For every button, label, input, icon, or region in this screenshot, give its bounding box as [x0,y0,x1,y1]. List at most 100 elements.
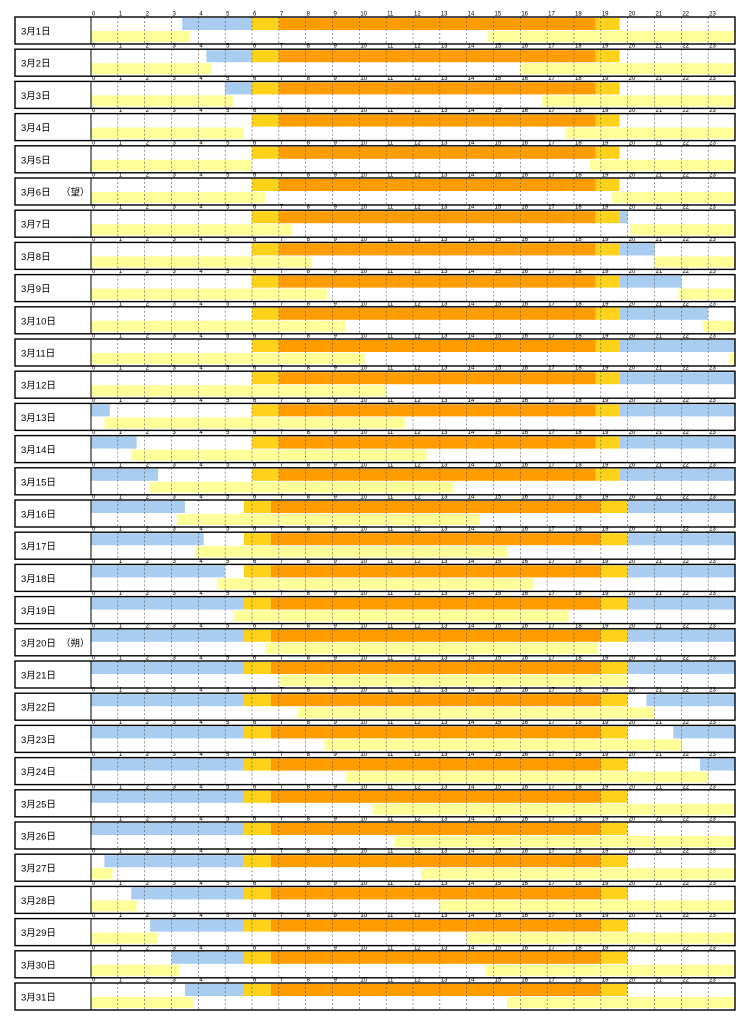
hour-tick-label: 16 [521,76,528,82]
twilight-bar [600,855,628,868]
hour-tick-label: 0 [92,591,96,597]
hour-tick-label: 17 [548,237,555,243]
date-label: 3月15日 [21,477,56,488]
hour-tick-label: 5 [226,495,230,501]
hour-tick-label: 6 [253,881,257,887]
hour-tick-label: 7 [280,462,284,468]
night-bar [619,436,735,449]
hour-tick-label: 3 [173,913,177,919]
hour-tick-label: 5 [226,591,230,597]
hour-tick-label: 4 [199,205,203,211]
hour-tick-label: 19 [602,591,609,597]
hour-tick-label: 15 [495,559,502,565]
hour-tick-label: 7 [280,398,284,404]
hour-tick-label: 2 [146,269,150,275]
night-bar [627,629,735,642]
hour-tick-label: 22 [682,913,689,919]
hour-tick-label: 3 [173,752,177,758]
hour-tick-label: 17 [548,366,555,372]
daylight-bar [278,243,596,256]
hour-tick-label: 23 [709,430,716,436]
twilight-bar [595,372,620,385]
hour-tick-label: 8 [307,398,311,404]
hour-tick-label: 19 [602,559,609,565]
hour-tick-label: 7 [280,720,284,726]
hour-tick-label: 7 [280,913,284,919]
hour-tick-label: 22 [682,495,689,501]
hour-tick-label: 15 [495,978,502,984]
hour-tick-label: 8 [307,591,311,597]
hour-tick-label: 22 [682,559,689,565]
hour-tick-label: 18 [575,623,582,629]
hour-tick-label: 10 [360,140,367,146]
hour-tick-label: 0 [92,849,96,855]
hour-tick-label: 12 [414,591,421,597]
twilight-bar [243,758,271,771]
day-frame [14,950,736,979]
twilight-bar [595,179,620,191]
hour-tick-label: 14 [468,527,475,533]
hour-tick-label: 6 [253,301,257,307]
hour-tick-label: 9 [334,688,338,694]
hour-tick-label: 4 [199,559,203,565]
day-row: 0 1 2 3 4 5 6 7 8 9 10 11 12 13 14 15 16 17 18 19 20 21 22 233月… [14,44,736,77]
hour-tick-label: 4 [199,881,203,887]
night-bar [91,533,204,546]
twilight-bar [600,951,628,964]
hour-tick-label: 12 [414,752,421,758]
hour-tick-label: 2 [146,237,150,243]
day-frame [14,660,736,689]
twilight-bar [252,372,279,385]
hour-tick-label: 7 [280,656,284,662]
night-bar [619,340,735,352]
hour-tick-label: 14 [468,495,475,501]
night-bar [619,211,628,224]
hour-tick-label: 13 [441,269,448,275]
hour-tick-label: 10 [360,12,367,18]
hour-tick-label: 8 [307,752,311,758]
twilight-bar [595,50,620,63]
hour-tick-label: 17 [548,140,555,146]
daylight-bar [270,501,601,513]
hour-tick-label: 9 [334,978,338,984]
hour-tick-label: 13 [441,301,448,307]
hour-tick-label: 6 [253,688,257,694]
hour-tick-label: 10 [360,269,367,275]
hour-tick-label: 18 [575,108,582,114]
hour-tick-label: 21 [656,140,663,146]
hour-tick-label: 1 [119,173,123,179]
hour-tick-label: 10 [360,849,367,855]
date-label: 3月20日 [21,638,56,649]
hour-tick-label: 1 [119,44,123,50]
hour-tick-label: 11 [387,12,394,18]
hour-tick-label: 16 [521,44,528,50]
daylight-bar [270,951,601,964]
hour-tick-label: 13 [441,366,448,372]
hour-tick-label: 18 [575,495,582,501]
daylight-bar [278,404,596,417]
hour-tick-label: 1 [119,237,123,243]
hour-tick-label: 15 [495,269,502,275]
hour-tick-label: 21 [656,881,663,887]
day-frame [14,756,736,786]
night-bar [619,468,735,481]
hour-tick-label: 10 [360,591,367,597]
hour-tick-label: 5 [226,12,230,18]
hour-tick-label: 9 [334,623,338,629]
hour-tick-label: 20 [629,173,636,179]
hour-tick-label: 14 [468,656,475,662]
hour-tick-label: 4 [199,301,203,307]
hour-tick-label: 18 [575,527,582,533]
hour-tick-label: 3 [173,784,177,790]
hour-tick-label: 21 [656,398,663,404]
hour-tick-label: 2 [146,108,150,114]
hour-tick-label: 16 [521,784,528,790]
hour-tick-label: 7 [280,108,284,114]
twilight-bar [595,307,620,320]
hour-tick-label: 3 [173,945,177,951]
moon-visible-bar [345,771,709,783]
day-row: 0 1 2 3 4 5 6 7 8 9 10 11 12 13 14 15 16 17 18 19 20 21 22 233月… [14,623,736,657]
hour-tick-label: 6 [253,752,257,758]
hour-tick-label: 8 [307,945,311,951]
day-frame [14,628,736,657]
